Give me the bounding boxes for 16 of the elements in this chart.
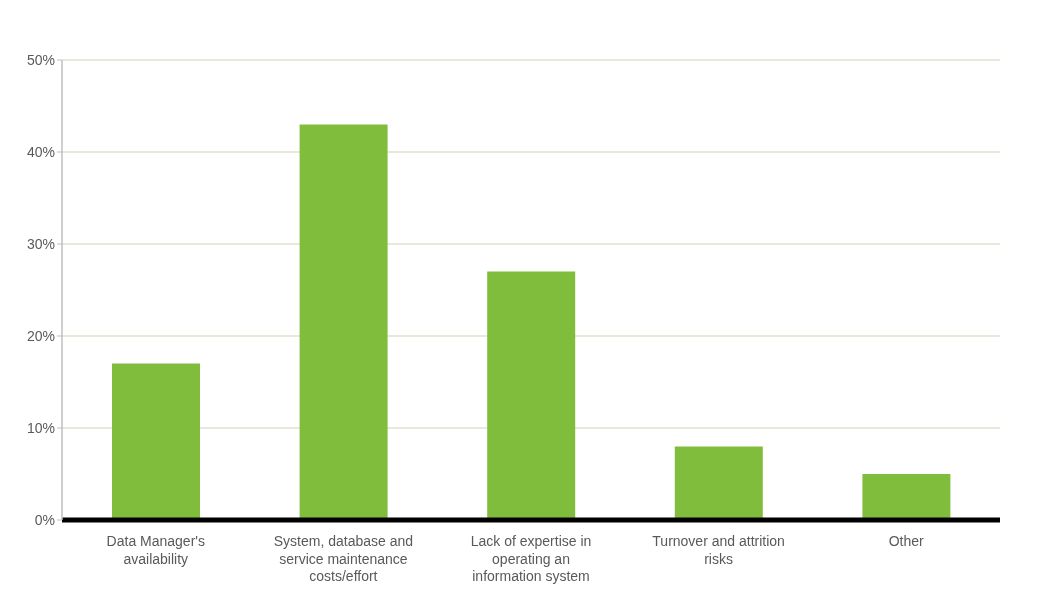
- y-tick-label: 30%: [26, 235, 55, 252]
- x-tick-label: Data Manager's availability: [106, 533, 205, 567]
- bar: [112, 363, 200, 520]
- x-tick-label: Lack of expertise in operating an information system: [470, 533, 592, 584]
- y-tick-label: 40%: [26, 143, 55, 160]
- bar: [487, 271, 576, 520]
- y-tick-label: 10%: [26, 419, 55, 436]
- bar: [862, 474, 951, 520]
- y-tick-label: 50%: [26, 51, 55, 68]
- bar: [674, 446, 763, 520]
- bar: [299, 124, 388, 520]
- x-tick-label: Turnover and attrition risks: [652, 533, 785, 567]
- x-tick-label: Other: [888, 533, 925, 549]
- y-tick-label: 0%: [34, 511, 55, 528]
- x-tick-label: System, database and service maintenance costs/effort: [273, 533, 414, 584]
- y-tick-label: 20%: [26, 327, 55, 344]
